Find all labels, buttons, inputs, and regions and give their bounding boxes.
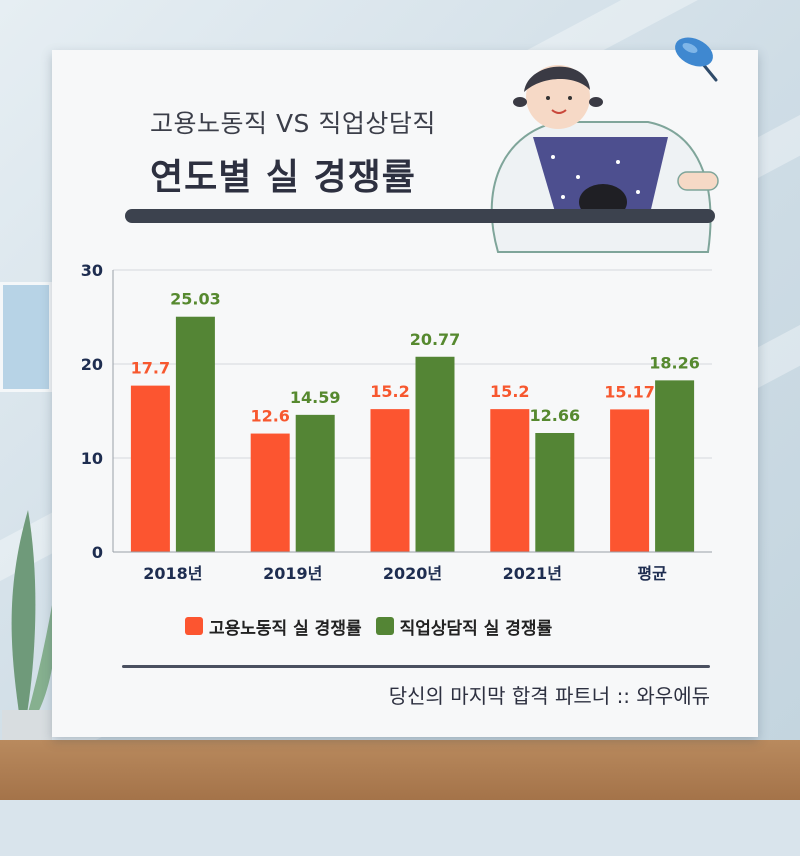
wall-picture xyxy=(0,282,52,392)
chart-title: 연도별 실 경쟁률 xyxy=(150,157,416,198)
y-tick-label: 30 xyxy=(81,261,103,280)
data-label-series-1: 15.2 xyxy=(370,382,409,401)
bars xyxy=(130,316,695,552)
plant-illustration xyxy=(2,510,59,740)
bar-series-1 xyxy=(130,385,170,552)
data-label-series-1: 15.2 xyxy=(490,382,529,401)
floor xyxy=(0,740,800,800)
legend-item-series-2: 직업상담직 실 경쟁률 xyxy=(375,614,553,639)
bar-series-2 xyxy=(415,356,455,552)
legend: 고용노동직 실 경쟁률 직업상담직 실 경쟁률 xyxy=(185,611,552,641)
x-tick-label: 평균 xyxy=(637,564,667,583)
bar-series-1 xyxy=(370,409,410,552)
bar-series-1 xyxy=(490,409,530,552)
bar-series-1 xyxy=(610,409,650,552)
legend-swatch-series-2 xyxy=(375,617,394,635)
title-underline xyxy=(125,209,715,223)
pushpin-icon xyxy=(675,37,718,82)
bar-series-1 xyxy=(250,433,290,552)
bar-series-2 xyxy=(655,380,695,552)
data-label-series-1: 12.6 xyxy=(250,407,289,426)
footer-text: 당신의 마지막 합격 파트너 :: 와우에듀 xyxy=(388,684,710,708)
y-tick-label: 10 xyxy=(81,449,103,468)
x-tick-label: 2020년 xyxy=(383,564,442,583)
data-label-series-2: 18.26 xyxy=(649,353,700,372)
axes: 0 10 20 30 2018년 2019년 2020년 2021년 평균 xyxy=(81,261,712,583)
bar-series-2 xyxy=(535,432,575,552)
data-label-series-2: 14.59 xyxy=(290,388,341,407)
y-tick-label: 20 xyxy=(81,355,103,374)
data-label-series-1: 17.7 xyxy=(131,359,170,378)
bar-series-2 xyxy=(295,414,335,552)
data-label-series-2: 25.03 xyxy=(170,290,221,309)
x-tick-label: 2021년 xyxy=(503,564,562,583)
data-label-series-2: 20.77 xyxy=(410,330,461,349)
legend-swatch-series-1 xyxy=(185,617,203,635)
data-label-series-1: 15.17 xyxy=(604,382,655,401)
legend-item-series-1: 고용노동직 실 경쟁률 xyxy=(185,614,362,639)
x-tick-label: 2018년 xyxy=(143,564,202,583)
data-label-series-2: 12.66 xyxy=(529,406,580,425)
x-tick-label: 2019년 xyxy=(263,564,322,583)
legend-label-series-1: 고용노동직 실 경쟁률 xyxy=(209,618,362,639)
chart-subtitle: 고용노동직 VS 직업상담직 xyxy=(150,109,436,138)
bar-series-2 xyxy=(175,316,215,552)
y-tick-label: 0 xyxy=(92,543,103,562)
legend-label-series-2: 직업상담직 실 경쟁률 xyxy=(399,618,553,639)
divider xyxy=(122,665,710,668)
